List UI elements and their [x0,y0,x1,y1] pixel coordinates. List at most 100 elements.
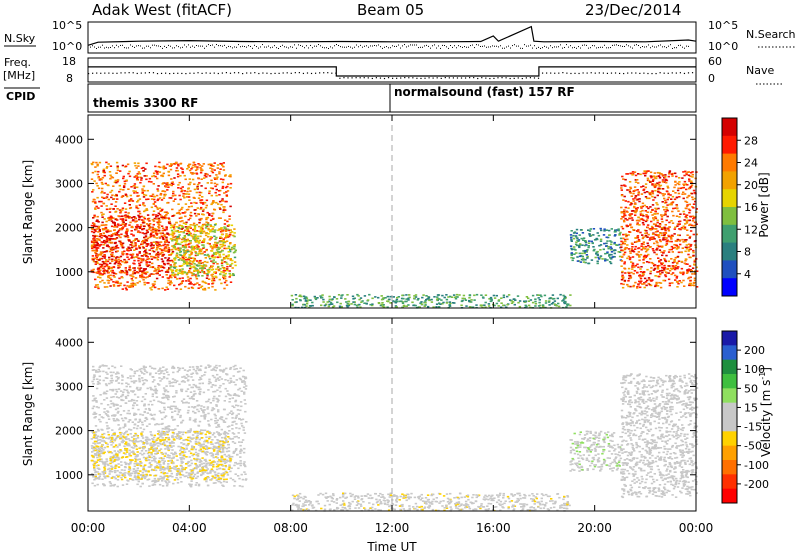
data-cell [677,223,680,226]
data-cell [622,199,625,201]
data-cell [358,298,361,301]
data-cell [639,210,642,213]
data-cell [124,219,128,221]
data-cell [624,233,628,236]
data-cell [471,306,475,308]
data-cell [181,226,185,229]
nave-tick-top: 60 [708,55,722,68]
data-cell [613,252,616,255]
data-cell [133,269,136,272]
data-cell [631,250,635,252]
data-cell [121,260,124,263]
data-cell [641,209,644,212]
data-cell [198,248,202,250]
data-cell [468,297,471,299]
data-cell [102,170,106,172]
data-cell [689,215,692,218]
data-cell [199,230,202,233]
nsearch-dot [336,44,337,46]
data-cell [171,238,174,241]
data-cell [624,214,627,217]
data-cell [692,233,695,236]
data-cell [133,382,136,384]
data-cell [130,242,134,244]
data-cell [678,239,681,241]
data-cell [216,241,219,244]
data-cell [695,266,698,269]
data-cell [143,236,146,239]
data-cell [647,282,650,285]
data-cell [221,484,224,487]
data-cell [160,258,164,260]
data-cell [181,268,184,270]
nsearch-dot [302,45,303,47]
data-cell [656,212,659,215]
data-cell [116,256,119,258]
data-cell [187,226,190,228]
data-cell [677,251,681,254]
data-cell [233,256,237,259]
data-cell [189,240,192,242]
data-cell [107,271,111,274]
data-cell [665,272,669,274]
data-cell [651,248,655,250]
data-cell [126,256,129,258]
data-cell [133,475,137,477]
data-cell [116,247,120,249]
data-cell [136,467,139,469]
data-cell [183,236,187,238]
nave-dot [270,72,272,75]
nsearch-dot [540,47,541,49]
data-cell [149,266,152,268]
nsearch-dot [672,47,673,49]
data-cell [643,277,647,280]
data-cell [101,221,104,224]
data-cell [488,298,491,300]
data-cell [176,273,179,276]
data-cell [658,260,661,262]
data-cell [159,245,163,247]
nsearch-dot [612,44,613,46]
data-cell [138,198,142,200]
data-cell [651,237,654,240]
data-cell [207,364,210,366]
data-cell [113,272,116,275]
data-cell [155,214,158,216]
data-cell [640,245,643,247]
data-cell [631,262,635,265]
data-cell [181,220,184,222]
data-cell [215,479,218,481]
nave-dot [396,77,398,79]
data-cell [663,193,666,195]
data-cell [144,255,148,257]
data-cell [111,234,114,237]
data-cell [119,255,123,258]
data-cell [691,273,694,275]
data-cell [153,256,157,259]
data-cell [144,168,147,170]
data-cell [170,233,173,235]
data-cell [203,251,206,253]
nsearch-dot [122,44,123,46]
data-cell [641,234,644,236]
data-cell [640,248,643,251]
data-cell [226,228,230,231]
data-cell [94,208,97,210]
data-cell [557,305,561,308]
data-cell [205,277,209,279]
data-cell [327,305,330,308]
data-cell [196,432,200,434]
data-cell [663,266,667,269]
data-cell [652,236,655,238]
data-cell [614,249,617,252]
data-cell [141,243,144,245]
data-cell [563,295,567,298]
data-cell [671,195,675,198]
data-cell [216,252,219,254]
data-cell [473,294,476,297]
data-cell [207,283,210,285]
data-cell [649,258,652,260]
data-cell [215,194,218,197]
data-cell [141,423,144,426]
data-cell [197,225,201,228]
